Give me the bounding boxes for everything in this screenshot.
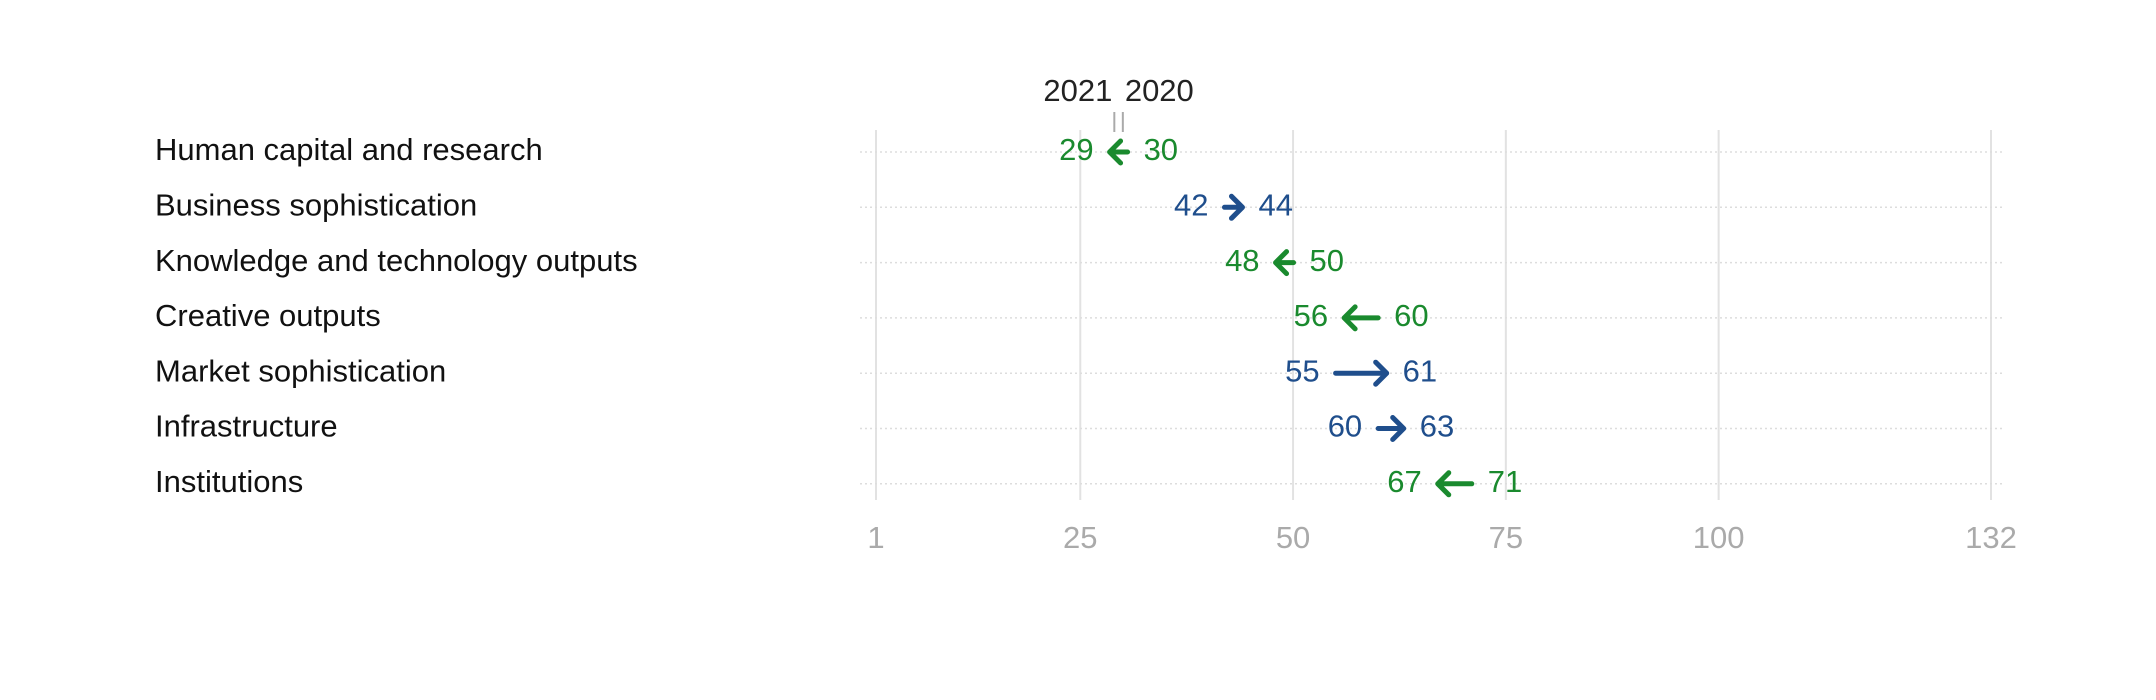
arrow xyxy=(1341,304,1381,332)
category-label: Market sophistication xyxy=(155,353,446,388)
header-label: 2020 xyxy=(1125,73,1194,108)
value-label: 30 xyxy=(1144,132,1178,167)
category-label: Human capital and research xyxy=(155,132,543,167)
value-label: 29 xyxy=(1059,132,1093,167)
arrow xyxy=(1221,193,1245,221)
x-tick-label: 75 xyxy=(1489,520,1523,555)
x-tick-label: 132 xyxy=(1965,520,2017,555)
value-label: 67 xyxy=(1387,464,1421,499)
category-label: Creative outputs xyxy=(155,298,381,333)
x-tick-label: 50 xyxy=(1276,520,1310,555)
category-label: Business sophistication xyxy=(155,187,477,222)
value-label: 60 xyxy=(1394,298,1428,333)
category-label: Knowledge and technology outputs xyxy=(155,243,638,278)
value-label: 63 xyxy=(1420,409,1454,444)
header-label: 2021 xyxy=(1043,73,1112,108)
value-label: 60 xyxy=(1328,409,1362,444)
value-label: 50 xyxy=(1310,243,1344,278)
value-label: 48 xyxy=(1225,243,1259,278)
category-label: Infrastructure xyxy=(155,409,338,444)
x-tick-label: 1 xyxy=(867,520,884,555)
arrow xyxy=(1333,359,1390,387)
value-label: 71 xyxy=(1488,464,1522,499)
value-label: 55 xyxy=(1285,353,1319,388)
arrow xyxy=(1273,249,1297,277)
value-label: 56 xyxy=(1294,298,1328,333)
category-label: Institutions xyxy=(155,464,303,499)
value-label: 61 xyxy=(1403,353,1437,388)
x-tick-label: 25 xyxy=(1063,520,1097,555)
x-tick-label: 100 xyxy=(1693,520,1745,555)
value-label: 42 xyxy=(1174,187,1208,222)
value-label: 44 xyxy=(1258,187,1292,222)
arrow xyxy=(1375,415,1407,442)
arrow xyxy=(1435,470,1475,498)
arrow xyxy=(1107,138,1131,166)
